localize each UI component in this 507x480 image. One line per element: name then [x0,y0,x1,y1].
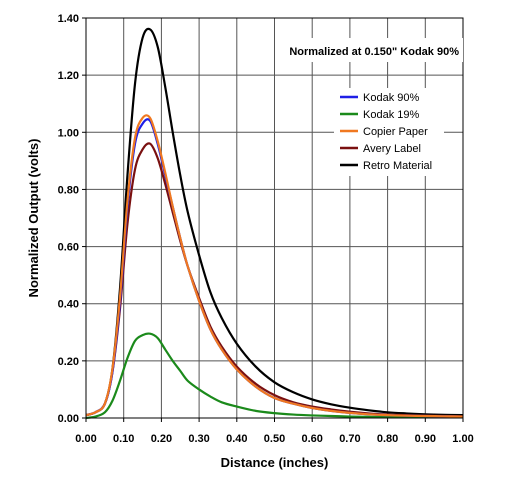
annotation-box [280,38,463,62]
legend-items: Kodak 90% Kodak 19% Copier Paper Avery Labe… [340,92,432,172]
series-line-copier-paper [85,114,464,418]
legend-label-copier-paper: Copier Paper [363,126,428,138]
normalization-annotation: Normalized at 0.150" Kodak 90% [289,46,459,58]
y-tick-label-0: 0.00 [58,413,79,425]
x-axis-title: Distance (inches) [221,455,329,470]
y-tick-label-4: 0.80 [58,184,79,196]
legend-label-retro-material: Retro Material [363,160,432,172]
y-tick-labels: 0.00 0.20 0.40 0.60 0.80 1.00 1.20 1.40 [58,13,86,425]
x-tick-label-7: 0.70 [339,433,360,445]
x-tick-label-10: 1.00 [452,433,473,445]
x-tick-label-0: 0.00 [75,433,96,445]
y-tick-label-5: 1.00 [58,127,79,139]
x-tick-label-3: 0.30 [188,433,209,445]
x-tick-label-8: 0.80 [377,433,398,445]
series-group [85,27,464,420]
y-axis-title: Normalized Output (volts) [26,139,41,298]
legend-label-avery-label: Avery Label [363,143,421,155]
series-line-retro-material [85,27,464,417]
y-tick-label-2: 0.40 [58,299,79,311]
legend-label-kodak-19: Kodak 19% [363,109,419,121]
y-tick-label-6: 1.20 [58,70,79,82]
x-tick-label-6: 0.60 [301,433,322,445]
legend: Kodak 90% Kodak 19% Copier Paper Avery Labe… [334,88,444,176]
x-tick-label-9: 0.90 [415,433,436,445]
y-tick-label-3: 0.60 [58,242,79,254]
x-tick-labels: 0.00 0.10 0.20 0.30 0.40 0.50 0.60 0.70 0.80 0.90… [75,418,474,445]
legend-label-kodak-90: Kodak 90% [363,92,419,104]
x-tick-label-5: 0.50 [264,433,285,445]
y-tick-label-1: 0.20 [58,356,79,368]
y-tick-label-7: 1.40 [58,13,79,25]
series-line-kodak-19 [85,332,463,420]
x-tick-label-4: 0.40 [226,433,247,445]
x-tick-label-1: 0.10 [113,433,134,445]
x-tick-label-2: 0.20 [151,433,172,445]
